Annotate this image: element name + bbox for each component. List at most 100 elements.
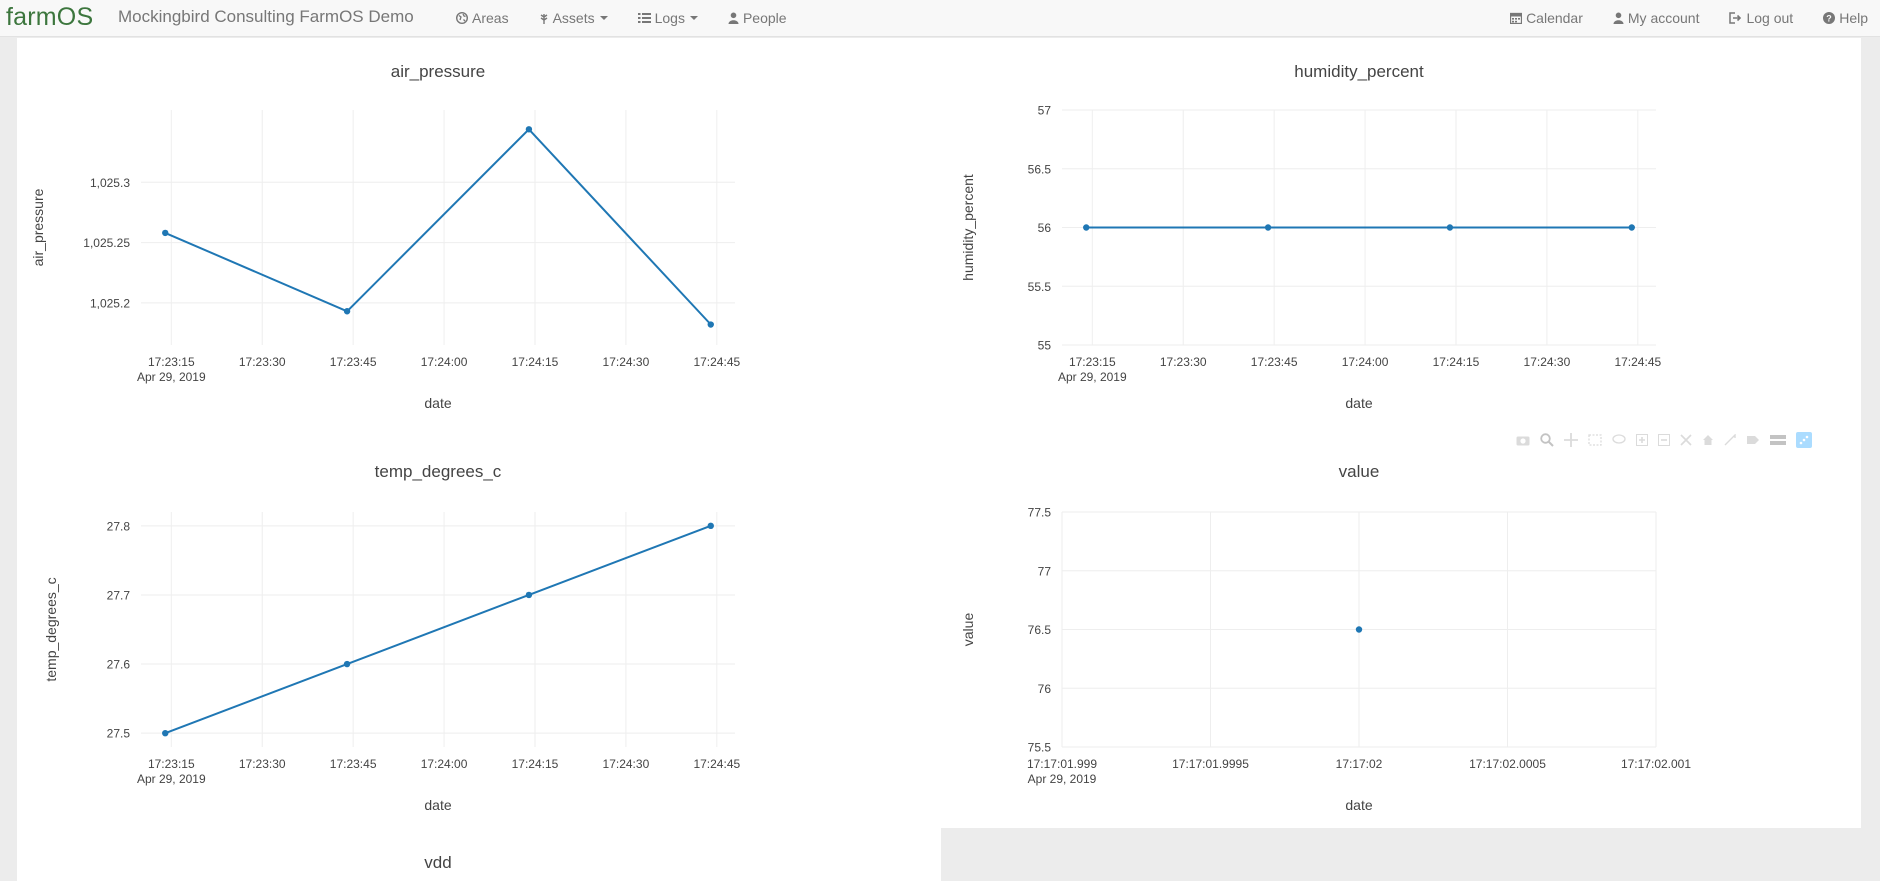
nav-my-account[interactable]: My account: [1613, 10, 1699, 26]
y-axis-title: value: [960, 613, 976, 647]
x-tick-label: 17:23:15: [148, 757, 195, 771]
data-point[interactable]: [1264, 224, 1272, 231]
x-tick-label: 17:24:45: [693, 757, 740, 771]
spike-lines-icon[interactable]: [1724, 434, 1736, 446]
nav-logs[interactable]: Logs: [637, 10, 698, 26]
y-tick-label: 1,025.25: [83, 236, 130, 250]
nav-assets[interactable]: Assets: [539, 10, 608, 26]
y-tick-label: 27.6: [107, 658, 131, 672]
user-icon: [1613, 12, 1624, 24]
chart-title: air_pressure: [391, 62, 486, 81]
x-tick-label: 17:23:30: [239, 757, 286, 771]
y-tick-label: 1,025.3: [90, 176, 130, 190]
camera-icon[interactable]: [1516, 434, 1530, 446]
x-axis-title: date: [1345, 395, 1372, 411]
box-select-icon[interactable]: [1588, 434, 1602, 446]
chart-title: value: [1339, 462, 1380, 481]
plotly-logo-icon[interactable]: [1796, 432, 1812, 448]
data-point[interactable]: [1628, 224, 1635, 231]
data-point[interactable]: [1446, 224, 1454, 231]
svg-text:?: ?: [1826, 13, 1832, 23]
nav-areas[interactable]: Areas: [456, 10, 509, 26]
zoom-in-icon[interactable]: [1636, 434, 1648, 446]
chart-svg-vdd: vdd: [424, 853, 451, 872]
x-tick-label: 17:23:15: [1069, 355, 1116, 369]
question-icon: ?: [1823, 12, 1836, 24]
nav-calendar[interactable]: Calendar: [1510, 10, 1583, 26]
chart-panel-vdd: vdd: [17, 828, 941, 881]
y-tick-label: 55.5: [1028, 280, 1052, 294]
home-icon[interactable]: [1702, 434, 1714, 446]
x-tick-label: 17:24:15: [512, 757, 559, 771]
x-tick-label: 17:23:45: [330, 355, 377, 369]
x-axis-title: date: [1345, 797, 1372, 813]
nav-help[interactable]: ? Help: [1823, 10, 1868, 26]
y-axis-title: air_pressure: [30, 188, 46, 266]
x-tick-label: 17:24:00: [421, 355, 468, 369]
x-tick-label: 17:17:01.999: [1027, 757, 1097, 771]
data-point[interactable]: [1083, 224, 1090, 231]
hover-compare-icon[interactable]: [1770, 434, 1786, 446]
y-tick-label: 27.8: [107, 519, 131, 533]
y-tick-label: 76: [1038, 682, 1052, 696]
x-date-sublabel: Apr 29, 2019: [137, 772, 206, 786]
x-date-sublabel: Apr 29, 2019: [137, 370, 206, 384]
globe-icon: [456, 12, 468, 24]
x-tick-label: 17:24:30: [603, 757, 650, 771]
chart-svg-air-pressure: air_pressure 1,025.2 1,025.25 1,025.3 17:23:…: [30, 62, 740, 411]
y-tick-label: 56: [1038, 221, 1052, 235]
data-point[interactable]: [343, 308, 351, 315]
main-nav: Areas Assets Logs People: [456, 0, 817, 36]
x-tick-label: 17:17:02.0005: [1469, 757, 1546, 771]
y-tick-label: 57: [1038, 104, 1052, 118]
data-point[interactable]: [162, 229, 169, 237]
chart-panel-air-pressure: air_pressure 1,025.2 1,025.25 1,025.3 17:23:…: [17, 38, 941, 438]
data-point[interactable]: [707, 321, 714, 328]
nav-logs-label: Logs: [654, 10, 685, 26]
autoscale-icon[interactable]: [1680, 434, 1692, 446]
x-tick-label: 17:23:45: [330, 757, 377, 771]
user-nav: Calendar My account Log out ? Help: [1480, 0, 1868, 36]
list-icon: [637, 12, 651, 24]
leaf-icon: [539, 12, 549, 25]
data-point[interactable]: [525, 591, 533, 599]
nav-help-label: Help: [1839, 10, 1868, 26]
y-tick-label: 77: [1038, 564, 1052, 578]
chart-title: vdd: [424, 853, 451, 872]
brand-logo[interactable]: farmOS: [6, 3, 94, 31]
zoom-icon[interactable]: [1540, 433, 1554, 447]
nav-assets-label: Assets: [552, 10, 595, 26]
nav-log-out-label: Log out: [1746, 10, 1794, 26]
nav-log-out[interactable]: Log out: [1729, 10, 1793, 26]
nav-people[interactable]: People: [728, 10, 787, 26]
x-tick-label: 17:24:00: [1342, 355, 1389, 369]
zoom-out-icon[interactable]: [1658, 434, 1670, 446]
data-point[interactable]: [1355, 626, 1363, 633]
hover-closest-icon[interactable]: [1746, 435, 1760, 445]
nav-calendar-label: Calendar: [1526, 10, 1583, 26]
x-tick-label: 17:24:45: [693, 355, 740, 369]
y-tick-label: 76.5: [1028, 623, 1052, 637]
x-tick-label: 17:24:30: [603, 355, 650, 369]
x-tick-label: 17:17:02: [1336, 757, 1383, 771]
x-tick-label: 17:23:30: [239, 355, 286, 369]
x-tick-label: 17:24:15: [1433, 355, 1480, 369]
x-tick-label: 17:24:15: [512, 355, 559, 369]
plot-modebar: [1516, 432, 1812, 448]
y-tick-label: 77.5: [1028, 506, 1052, 520]
chart-title: humidity_percent: [1294, 62, 1424, 81]
site-name[interactable]: Mockingbird Consulting FarmOS Demo: [118, 7, 414, 26]
chart-svg-temp-degrees-c: temp_degrees_c 27.5 27.6 27.7 27.8 17:23:15 17…: [43, 462, 740, 813]
calendar-icon: [1510, 12, 1523, 24]
nav-areas-label: Areas: [472, 10, 509, 26]
pan-icon[interactable]: [1564, 433, 1578, 447]
data-point[interactable]: [162, 729, 169, 737]
data-point[interactable]: [525, 126, 533, 133]
x-date-sublabel: Apr 29, 2019: [1058, 370, 1127, 384]
lasso-select-icon[interactable]: [1612, 434, 1626, 446]
y-tick-label: 27.5: [107, 727, 131, 741]
data-point[interactable]: [343, 660, 351, 668]
x-tick-label: 17:23:15: [148, 355, 195, 369]
data-point[interactable]: [707, 522, 714, 530]
x-tick-label: 17:24:00: [421, 757, 468, 771]
